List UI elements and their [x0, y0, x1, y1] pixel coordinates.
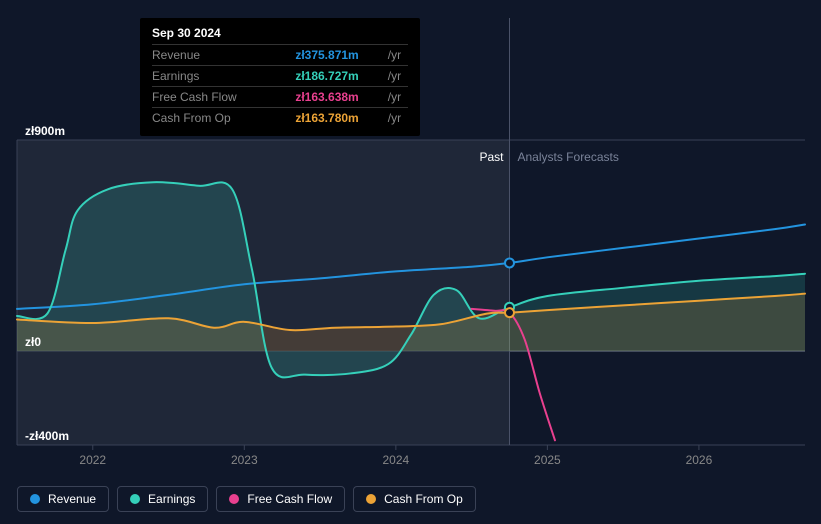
legend-dot-icon: [130, 494, 140, 504]
tooltip-row-unit: /yr: [384, 87, 408, 108]
tooltip-row-unit: /yr: [384, 45, 408, 66]
x-axis-tick: 2023: [231, 453, 258, 467]
tooltip-row: Cash From Opzł163.780m/yr: [152, 108, 408, 129]
tooltip-row-value: zł375.871m: [295, 45, 383, 66]
legend-item-free-cash-flow[interactable]: Free Cash Flow: [216, 486, 345, 512]
x-axis-tick: 2024: [382, 453, 409, 467]
legend-item-label: Revenue: [48, 492, 96, 506]
legend-dot-icon: [366, 494, 376, 504]
legend-item-label: Earnings: [148, 492, 195, 506]
legend-item-label: Free Cash Flow: [247, 492, 332, 506]
tooltip-row: Free Cash Flowzł163.638m/yr: [152, 87, 408, 108]
legend-item-cash-from-op[interactable]: Cash From Op: [353, 486, 476, 512]
x-axis-tick: 2025: [534, 453, 561, 467]
tooltip-row-value: zł186.727m: [295, 66, 383, 87]
y-axis-tick: zł0: [25, 335, 41, 349]
y-axis-tick: -zł400m: [25, 429, 69, 443]
tooltip-date: Sep 30 2024: [152, 26, 408, 40]
legend-dot-icon: [229, 494, 239, 504]
tooltip-row-unit: /yr: [384, 108, 408, 129]
tooltip-row-unit: /yr: [384, 66, 408, 87]
forecast-label: Analysts Forecasts: [518, 150, 619, 164]
financial-chart: Sep 30 2024 Revenuezł375.871m/yrEarnings…: [0, 0, 821, 524]
tooltip-row-value: zł163.780m: [295, 108, 383, 129]
tooltip-row-value: zł163.638m: [295, 87, 383, 108]
tooltip-row-label: Free Cash Flow: [152, 87, 295, 108]
past-label: Past: [479, 150, 503, 164]
tooltip-row-label: Cash From Op: [152, 108, 295, 129]
tooltip-row-label: Earnings: [152, 66, 295, 87]
legend-dot-icon: [30, 494, 40, 504]
legend-item-earnings[interactable]: Earnings: [117, 486, 208, 512]
tooltip-table: Revenuezł375.871m/yrEarningszł186.727m/y…: [152, 44, 408, 128]
x-axis-tick: 2022: [79, 453, 106, 467]
tooltip-row-label: Revenue: [152, 45, 295, 66]
chart-legend: Revenue Earnings Free Cash Flow Cash From O…: [17, 486, 476, 512]
x-axis-tick: 2026: [686, 453, 713, 467]
legend-item-label: Cash From Op: [384, 492, 463, 506]
legend-item-revenue[interactable]: Revenue: [17, 486, 109, 512]
tooltip-row: Revenuezł375.871m/yr: [152, 45, 408, 66]
tooltip-row: Earningszł186.727m/yr: [152, 66, 408, 87]
chart-tooltip: Sep 30 2024 Revenuezł375.871m/yrEarnings…: [140, 18, 420, 136]
y-axis-tick: zł900m: [25, 124, 65, 138]
